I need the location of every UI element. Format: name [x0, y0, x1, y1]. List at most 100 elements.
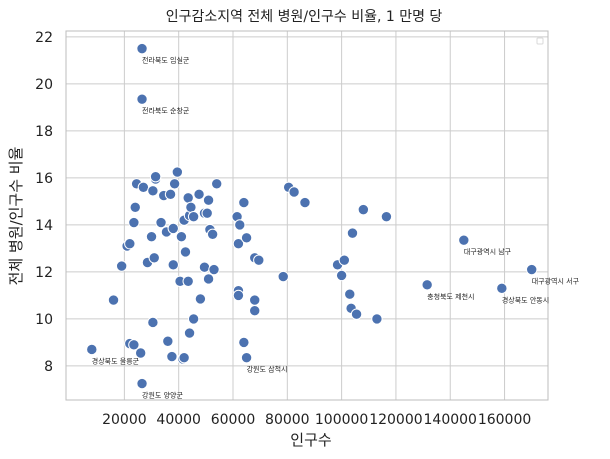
x-tick-label: 140000 — [424, 412, 477, 428]
plot-frame — [65, 30, 549, 401]
legend-box — [536, 37, 544, 45]
data-point — [164, 188, 177, 201]
data-point — [193, 188, 205, 201]
data-point — [134, 347, 147, 359]
data-point — [249, 304, 261, 317]
data-point — [136, 42, 148, 55]
y-tick-label: 10 — [35, 312, 53, 328]
data-point — [167, 222, 179, 235]
x-tick-label: 40000 — [156, 412, 201, 428]
data-point — [147, 185, 159, 197]
data-point — [202, 273, 215, 285]
data-point — [198, 261, 211, 273]
data-point — [249, 294, 261, 306]
y-tick-label: 16 — [35, 171, 53, 187]
data-point — [194, 293, 207, 305]
data-point — [208, 263, 220, 276]
data-point — [277, 270, 289, 283]
point-annotation: 대구광역시 남구 — [464, 247, 512, 256]
x-tick-label: 120000 — [369, 412, 422, 428]
data-point — [253, 254, 265, 266]
point-annotation: 전라북도 순창군 — [142, 106, 190, 115]
data-point — [136, 377, 148, 390]
data-point — [124, 238, 136, 250]
data-point — [299, 196, 311, 209]
x-tick-label: 60000 — [211, 412, 256, 428]
data-point — [202, 194, 215, 206]
data-point — [155, 216, 167, 229]
data-point — [162, 335, 174, 347]
data-point — [234, 219, 246, 231]
data-point — [335, 269, 348, 282]
data-point — [380, 210, 393, 223]
x-tick-label: 100000 — [315, 412, 368, 428]
point-annotation: 경상북도 울릉군 — [92, 356, 140, 365]
data-point — [148, 252, 160, 264]
data-point — [421, 279, 433, 291]
y-tick-label: 8 — [44, 359, 53, 375]
y-axis-label: 전체 병원/인구수 비율 — [7, 147, 25, 286]
data-point — [128, 216, 140, 229]
data-point — [168, 178, 181, 190]
x-tick-label: 80000 — [265, 412, 310, 428]
data-point — [107, 294, 120, 306]
grid — [66, 31, 548, 400]
data-point — [166, 350, 178, 363]
data-point — [344, 288, 356, 300]
point-annotation: 충청북도 제천시 — [427, 292, 474, 301]
data-point — [129, 201, 141, 213]
data-point — [167, 259, 179, 271]
data-points — [86, 42, 538, 390]
data-point — [187, 210, 200, 223]
point-annotation: 경상북도 안동시 — [502, 295, 549, 304]
data-point — [178, 351, 190, 364]
x-tick-label: 160000 — [478, 412, 531, 428]
data-point — [147, 316, 159, 329]
data-point — [526, 263, 538, 276]
data-point — [240, 351, 253, 364]
y-tick-label: 14 — [35, 218, 53, 234]
data-point — [238, 336, 250, 349]
x-axis-ticks: 20000 40000 60000 80000 100000 120000 140000 16… — [102, 412, 531, 428]
data-point — [238, 196, 250, 209]
data-point — [232, 238, 245, 250]
data-point — [128, 339, 140, 351]
chart-title: 인구감소지역 전체 병원/인구수 비율, 1 만명 당 — [166, 9, 443, 25]
y-axis-ticks: 8 10 12 14 16 18 20 22 — [35, 30, 53, 375]
x-axis-label: 인구수 — [290, 431, 331, 449]
data-point — [346, 227, 359, 239]
data-point — [350, 308, 363, 320]
data-point — [240, 232, 253, 244]
data-point — [288, 186, 300, 198]
data-point — [187, 313, 200, 325]
data-point — [211, 178, 223, 190]
data-point — [338, 254, 351, 266]
data-point — [182, 192, 194, 204]
data-point — [136, 93, 148, 105]
data-point — [171, 166, 184, 178]
data-point — [137, 181, 150, 193]
data-point — [149, 171, 162, 183]
data-point — [86, 343, 98, 356]
data-point — [179, 246, 192, 258]
y-tick-label: 18 — [35, 124, 53, 140]
data-point — [232, 289, 245, 302]
x-tick-label: 20000 — [102, 412, 147, 428]
data-point — [201, 207, 213, 219]
data-point — [496, 282, 508, 295]
point-annotation: 전라북도 임실군 — [142, 56, 190, 65]
point-annotation: 강원도 삼척시 — [247, 365, 288, 374]
data-point — [115, 260, 128, 272]
data-point — [357, 203, 370, 216]
data-point — [175, 230, 188, 243]
y-tick-label: 12 — [35, 265, 53, 281]
y-tick-label: 22 — [35, 30, 53, 46]
data-point — [183, 327, 196, 339]
point-annotation: 강원도 양양군 — [142, 391, 183, 400]
data-point — [185, 201, 197, 213]
data-point — [371, 313, 383, 325]
data-point — [182, 275, 194, 288]
data-point — [206, 228, 219, 241]
